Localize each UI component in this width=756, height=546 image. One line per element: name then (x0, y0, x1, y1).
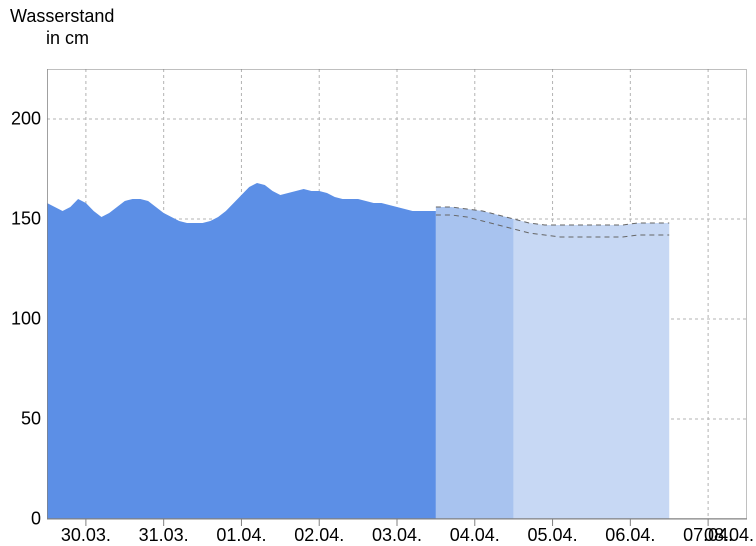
x-tick-label: 01.04. (216, 525, 266, 546)
x-tick-label: 03.04. (372, 525, 422, 546)
chart-title-line1: Wasserstand (10, 6, 114, 27)
x-tick-label: 31.03. (139, 525, 189, 546)
x-tick-label: 04.04. (450, 525, 500, 546)
plot-area (47, 69, 747, 531)
x-tick-label: 02.04. (294, 525, 344, 546)
y-tick-label: 100 (11, 309, 41, 330)
y-tick-label: 150 (11, 209, 41, 230)
y-tick-label: 50 (21, 409, 41, 430)
x-tick-label: 06.04. (605, 525, 655, 546)
x-tick-label: 08.04. (704, 525, 754, 546)
x-tick-label: 30.03. (61, 525, 111, 546)
y-tick-label: 0 (31, 509, 41, 530)
y-tick-label: 200 (11, 109, 41, 130)
x-tick-label: 05.04. (528, 525, 578, 546)
chart-title-line2: in cm (46, 28, 89, 49)
chart-container: Wasserstand in cm 0 50 100 150 200 30.03. 31.… (0, 0, 756, 546)
